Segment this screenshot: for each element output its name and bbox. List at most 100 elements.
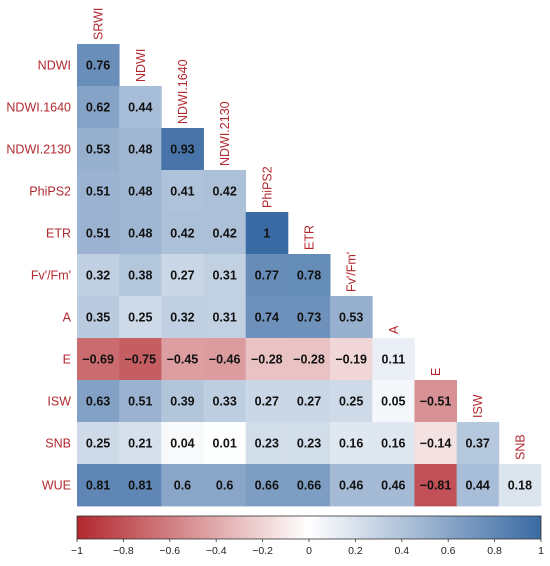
cell-value-label: 0.23 xyxy=(255,437,279,451)
colorbar-ticks: −1 −0.8 −0.6 −0.4 −0.2 0 0.2 0.4 0.6 0.8 1 xyxy=(71,539,544,557)
heatmap-cell xyxy=(330,338,373,381)
col-label-srwi: SRWI xyxy=(92,8,106,40)
heatmap-cell xyxy=(77,380,120,423)
heatmap-cell xyxy=(330,296,373,339)
colorbar-tick-label: 0.4 xyxy=(394,545,409,557)
cell-value-label: 0.25 xyxy=(128,311,152,325)
cell-value-label: 0.05 xyxy=(381,395,405,409)
colorbar-tick-label: −0.2 xyxy=(252,545,273,557)
heatmap-cell xyxy=(372,338,415,381)
heatmap-cell xyxy=(119,380,162,423)
heatmap-cell xyxy=(414,380,458,423)
heatmap-cell xyxy=(119,296,162,339)
cell-value-label: 0.25 xyxy=(86,437,110,451)
colorbar-gradient xyxy=(76,515,542,540)
heatmap-cell xyxy=(119,338,162,381)
heatmap-cell xyxy=(119,254,162,297)
cell-value-label: 0.93 xyxy=(170,143,194,157)
cell-value-label: 1 xyxy=(263,227,270,241)
cell-value-label: 0.16 xyxy=(381,437,405,451)
heatmap-cell xyxy=(245,338,289,381)
row-label-ndwi-1640: NDWI.1640 xyxy=(6,101,71,115)
colorbar-tick-label: 0.2 xyxy=(348,545,363,557)
heatmap-cell xyxy=(203,296,247,339)
cell-value-label: 0.31 xyxy=(212,311,236,325)
cell-value-label: 0.38 xyxy=(128,269,152,283)
heatmap-cell xyxy=(161,212,204,255)
cell-value-label: 0.66 xyxy=(255,479,279,493)
cell-value-label: 0.74 xyxy=(255,311,279,325)
cell-value-label: 0.42 xyxy=(212,185,236,199)
row-label-isw: ISW xyxy=(47,395,71,409)
cell-value-label: 0.62 xyxy=(86,101,110,115)
cell-value-label: 0.77 xyxy=(255,269,279,283)
cell-value-label: 0.51 xyxy=(128,395,152,409)
heatmap-cell xyxy=(414,422,458,465)
heatmap-cell xyxy=(119,86,162,129)
cell-value-label: 0.16 xyxy=(339,437,363,451)
cell-value-label: 0.46 xyxy=(339,479,363,493)
col-label-a: A xyxy=(387,325,401,334)
cell-value-label: 0.48 xyxy=(128,143,152,157)
cell-value-label: 0.73 xyxy=(297,311,321,325)
heatmap-cell xyxy=(161,128,204,171)
heatmap-cell xyxy=(119,128,162,171)
cell-value-label: 0.53 xyxy=(86,143,110,157)
colorbar: −1 −0.8 −0.6 −0.4 −0.2 0 0.2 0.4 0.6 0.8 1 xyxy=(71,515,544,557)
cell-value-label: −0.69 xyxy=(82,353,114,367)
row-label-snb: SNB xyxy=(45,437,71,451)
heatmap-cell xyxy=(330,464,373,507)
heatmap-cell xyxy=(203,338,247,381)
heatmap-cell xyxy=(203,170,247,213)
cell-value-label: 0.32 xyxy=(86,269,110,283)
heatmap-cell xyxy=(203,464,247,507)
row-label-a: A xyxy=(63,311,72,325)
heatmap-cell xyxy=(119,170,162,213)
colorbar-tick-label: −1 xyxy=(71,545,83,557)
heatmap-cell xyxy=(77,422,120,465)
heatmap-cell xyxy=(77,128,120,171)
heatmap-cell xyxy=(287,380,331,423)
heatmap-cell xyxy=(161,464,204,507)
cell-value-label: −0.75 xyxy=(124,353,156,367)
col-label-ndwi-2130: NDWI.2130 xyxy=(218,101,232,166)
heatmap-cell xyxy=(287,464,331,507)
heatmap-cell xyxy=(161,170,204,213)
colorbar-tick-label: 0.8 xyxy=(487,545,502,557)
cell-value-label: 0.6 xyxy=(216,479,233,493)
heatmap-cell xyxy=(161,338,204,381)
heatmap-cell xyxy=(372,380,415,423)
col-label-ndwi-1640: NDWI.1640 xyxy=(176,59,190,124)
col-label-isw: ISW xyxy=(471,394,485,418)
cell-value-label: −0.81 xyxy=(420,479,452,493)
cell-value-label: 0.39 xyxy=(170,395,194,409)
col-label-phips2: PhiPS2 xyxy=(260,166,274,208)
cell-value-label: 0.81 xyxy=(86,479,110,493)
row-label-wue: WUE xyxy=(42,479,71,493)
cell-value-label: −0.28 xyxy=(293,353,325,367)
colorbar-tick-label: −0.4 xyxy=(206,545,227,557)
cell-value-label: 0.37 xyxy=(466,437,490,451)
cell-value-label: −0.19 xyxy=(335,353,367,367)
row-label-ndwi-2130: NDWI.2130 xyxy=(6,143,71,157)
heatmap-cell xyxy=(161,380,204,423)
cell-value-label: 0.23 xyxy=(297,437,321,451)
cell-value-label: −0.45 xyxy=(167,353,199,367)
heatmap-cell xyxy=(287,254,331,297)
colorbar-tick-label: 1 xyxy=(538,545,544,557)
cell-value-label: −0.28 xyxy=(251,353,283,367)
col-label-e: E xyxy=(429,368,443,376)
row-label-e: E xyxy=(63,353,71,367)
heatmap-cell xyxy=(77,86,120,129)
heatmap-cell xyxy=(372,422,415,465)
cell-value-label: −0.46 xyxy=(209,353,241,367)
row-labels-layer: NDWI NDWI.1640 NDWI.2130 PhiPS2 ETR Fv'/Fm' A E… xyxy=(6,59,71,493)
heatmap-cell xyxy=(119,464,162,507)
cell-value-label: 0.21 xyxy=(128,437,152,451)
cell-value-label: 0.81 xyxy=(128,479,152,493)
col-label-ndwi: NDWI xyxy=(134,49,148,82)
heatmap-cell xyxy=(77,296,120,339)
col-label-fv-fm: Fv'/Fm' xyxy=(345,252,359,292)
colorbar-tick-label: 0 xyxy=(306,545,312,557)
